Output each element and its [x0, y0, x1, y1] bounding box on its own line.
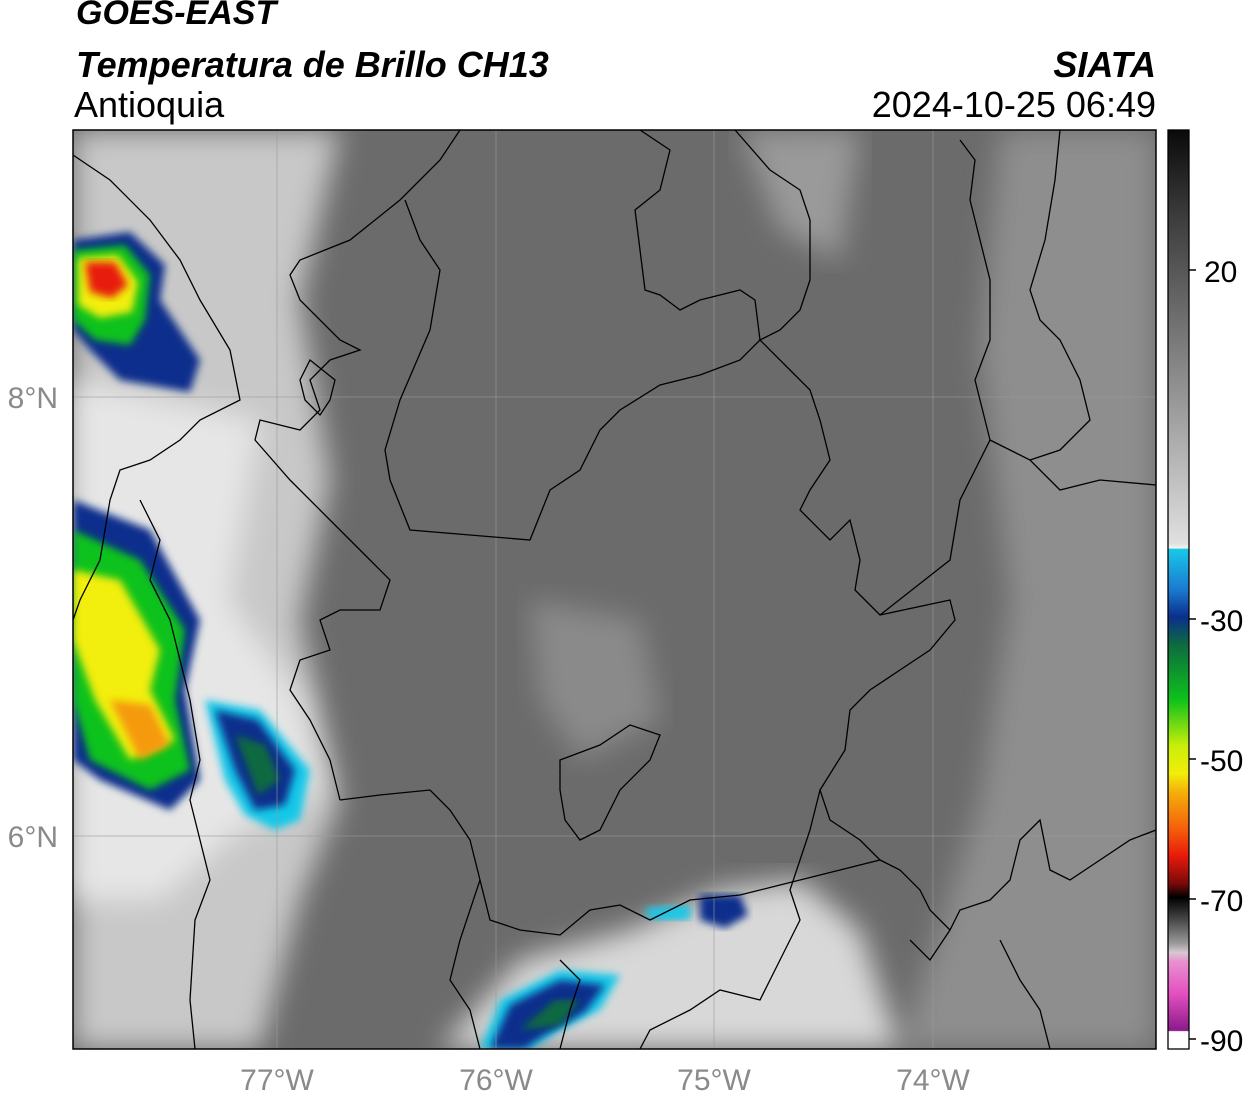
- lon-label-74w: 74°W: [896, 1064, 970, 1097]
- colorbar-scale: [1167, 129, 1190, 1050]
- lon-label-77w: 77°W: [240, 1064, 314, 1097]
- colorbar-label-minus70: -70: [1200, 885, 1243, 918]
- map-imagery: [73, 130, 1156, 1049]
- colorbar-label-minus90: -90: [1200, 1025, 1243, 1058]
- storm-cell-west: [73, 500, 200, 810]
- product-title: Temperatura de Brillo CH13: [76, 44, 549, 85]
- lat-label-6n: 6°N: [8, 821, 58, 854]
- colorbar-ticks: [1189, 269, 1196, 1040]
- colorbar-labels: 20 -30 -50 -70 -90: [1200, 256, 1243, 1058]
- datetime-label: 2024-10-25 06:49: [871, 84, 1156, 125]
- colorbar-label-20: 20: [1204, 256, 1237, 289]
- admin-boundaries: [73, 130, 1156, 1049]
- graticule: [73, 130, 1156, 1049]
- lon-label-75w: 75°W: [677, 1064, 751, 1097]
- lat-axis: 8°N 6°N: [8, 382, 58, 854]
- colorbar-label-minus50: -50: [1200, 745, 1243, 778]
- storm-cell-south: [480, 895, 748, 1049]
- storm-cell-northwest: [73, 232, 200, 392]
- map-frame: [72, 129, 1157, 1050]
- region-label: Antioquia: [74, 84, 225, 125]
- lat-label-8n: 8°N: [8, 382, 58, 415]
- storm-cell-central-west: [205, 700, 310, 830]
- lon-axis: 77°W 76°W 75°W 74°W: [240, 1064, 970, 1097]
- lon-label-76w: 76°W: [459, 1064, 533, 1097]
- satellite-title: GOES-EAST: [76, 0, 277, 32]
- colorbar-label-minus30: -30: [1200, 605, 1243, 638]
- agency-label: SIATA: [1053, 44, 1156, 85]
